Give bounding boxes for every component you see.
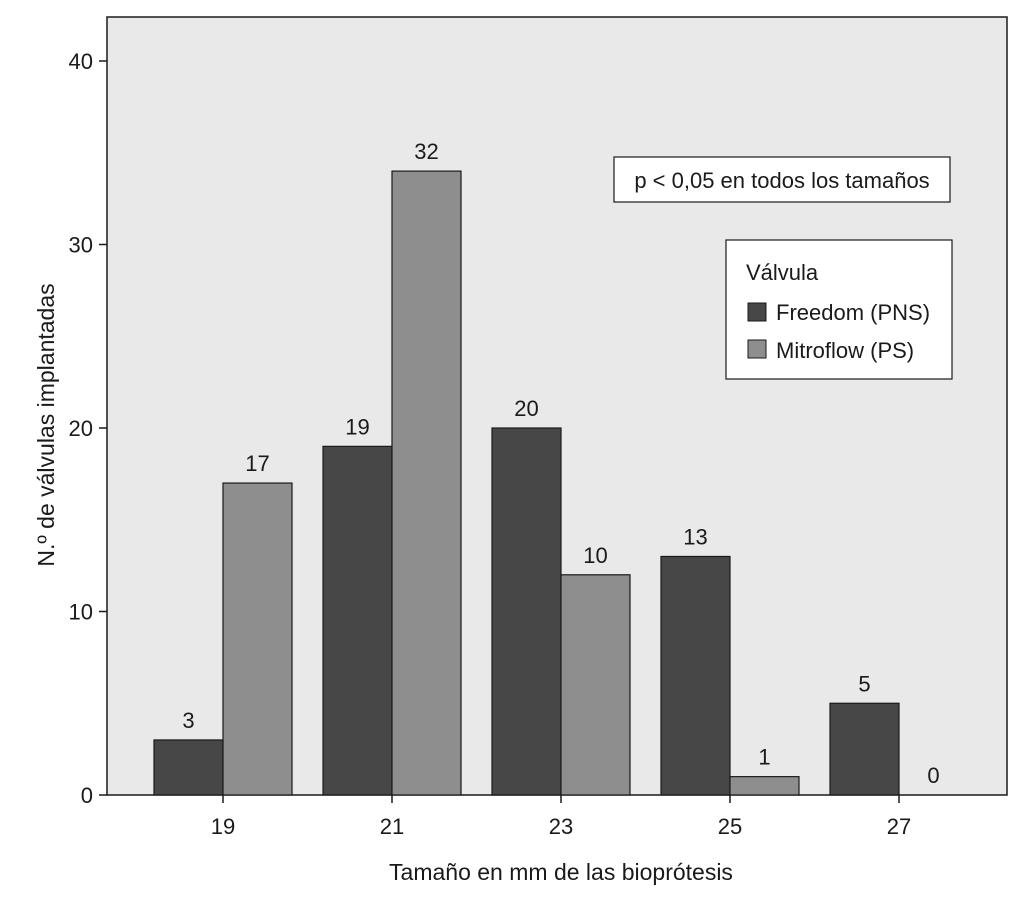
- x-tick-label: 27: [887, 814, 911, 839]
- legend-swatch-freedom: [747, 302, 767, 322]
- data-label: 13: [683, 524, 707, 549]
- bar-freedom-27: [829, 702, 900, 796]
- legend-label-freedom: Freedom (PNS): [776, 300, 930, 325]
- legend-swatch-mitroflow: [747, 339, 767, 359]
- legend-title: Válvula: [746, 260, 819, 285]
- data-label: 0: [927, 763, 939, 788]
- y-tick-label: 20: [69, 416, 93, 441]
- data-label: 17: [245, 451, 269, 476]
- data-label: 32: [414, 139, 438, 164]
- x-axis-label: Tamaño en mm de las bioprótesis: [389, 859, 733, 885]
- data-label: 10: [583, 543, 607, 568]
- x-tick-label: 21: [380, 814, 404, 839]
- bar-mitroflow-25: [729, 776, 800, 796]
- bar-mitroflow-19: [222, 482, 293, 796]
- annotation-box: p < 0,05 en todos los tamaños: [613, 156, 951, 203]
- y-tick-label: 10: [69, 600, 93, 625]
- data-label: 5: [858, 671, 870, 696]
- bar-mitroflow-21: [391, 170, 462, 796]
- data-label: 19: [345, 414, 369, 439]
- y-tick-label: 40: [69, 49, 93, 74]
- legend-label-mitroflow: Mitroflow (PS): [776, 338, 914, 363]
- y-tick-label: 0: [81, 783, 93, 808]
- x-tick-label: 19: [211, 814, 235, 839]
- bar-freedom-21: [322, 445, 393, 796]
- data-label: 3: [182, 708, 194, 733]
- data-label: 20: [514, 396, 538, 421]
- y-tick-label: 30: [69, 233, 93, 258]
- bar-freedom-25: [660, 555, 731, 796]
- y-axis-label: N.º de válvulas implantadas: [33, 283, 59, 566]
- bar-freedom-19: [153, 739, 224, 796]
- x-tick-label: 25: [718, 814, 742, 839]
- annotation-text: p < 0,05 en todos los tamaños: [634, 168, 929, 193]
- bar-freedom-23: [491, 427, 562, 796]
- bar-mitroflow-23: [560, 574, 631, 796]
- legend: Válvula Freedom (PNS) Mitroflow (PS): [725, 239, 953, 380]
- data-label: 1: [758, 745, 770, 770]
- x-tick-label: 23: [549, 814, 573, 839]
